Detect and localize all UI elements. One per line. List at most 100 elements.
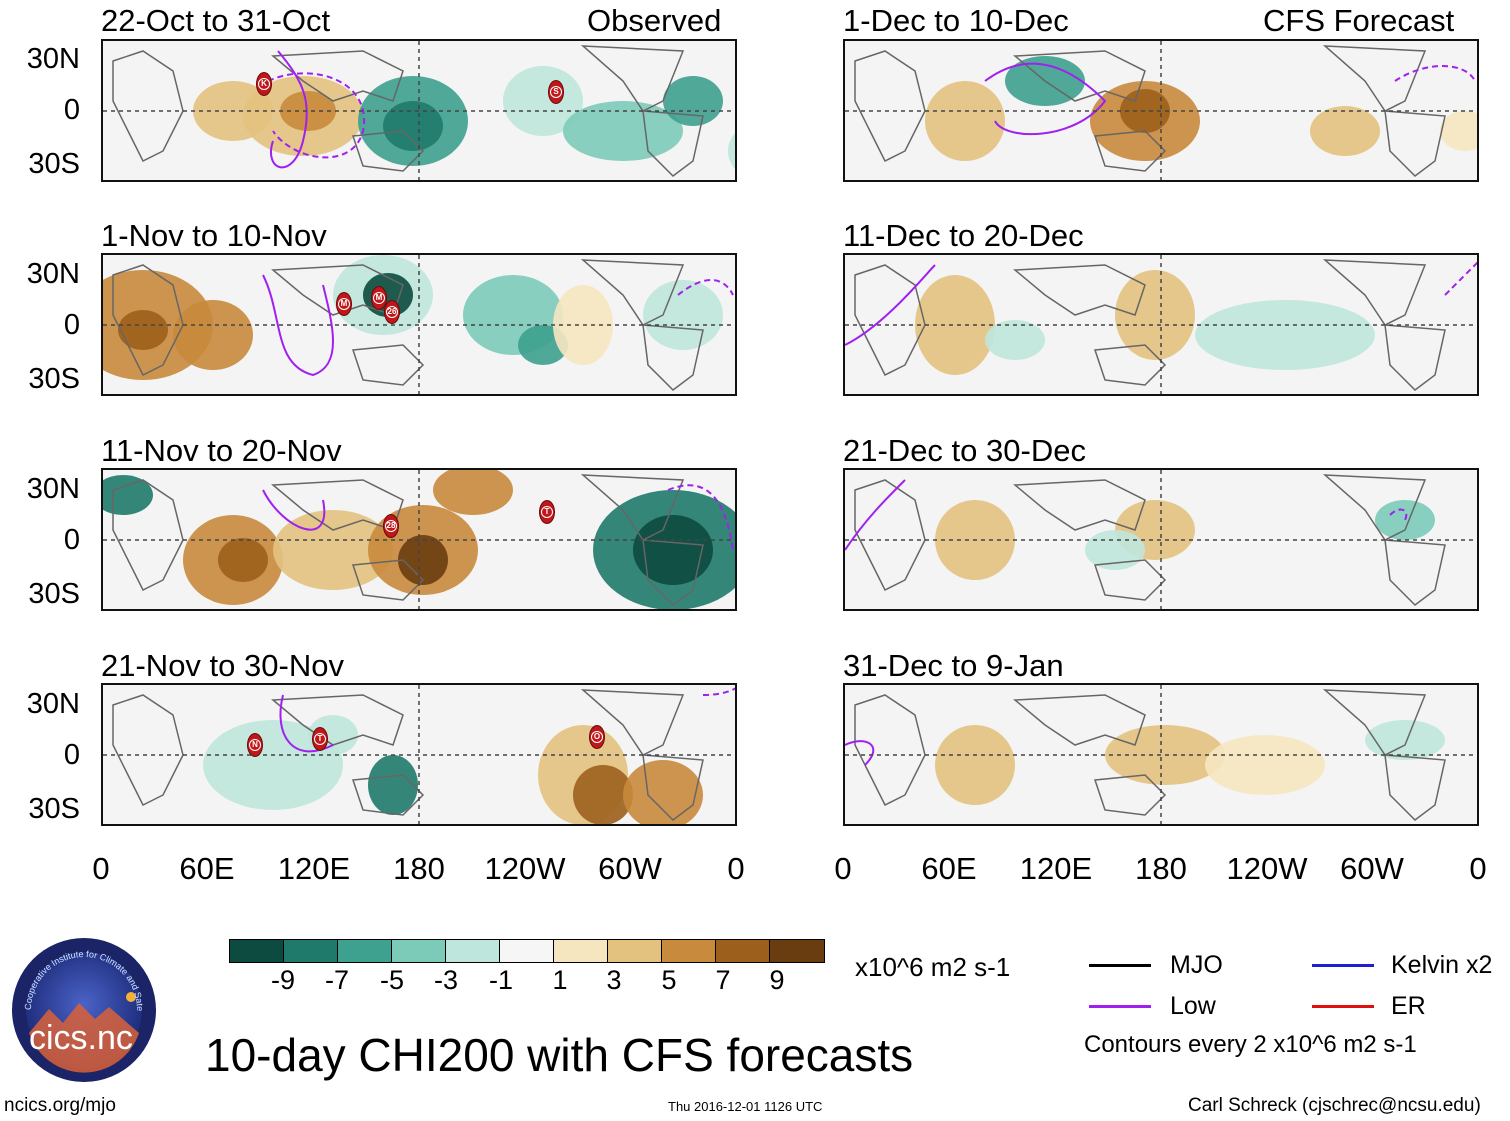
storm-label: T: [541, 506, 553, 518]
lat-label: 0: [63, 524, 80, 556]
main-title: 10-day CHI200 with CFS forecasts: [205, 1029, 914, 1081]
low-contour: [270, 50, 308, 169]
observed-label: Observed: [587, 3, 722, 38]
legend-mjo-label: MJO: [1170, 951, 1223, 979]
coastline: [271, 694, 404, 746]
anomaly-blob: [1365, 720, 1445, 760]
map-svg: [845, 685, 1477, 824]
coastline: [271, 264, 404, 316]
storm-marker: T: [539, 500, 555, 524]
coastline: [580, 45, 685, 112]
colorbar-tick: 3: [606, 965, 622, 995]
lon-label: 0: [92, 851, 110, 886]
low-contour: [1389, 508, 1408, 521]
colorbar-tick: -9: [270, 965, 295, 995]
lat-label: 30N: [26, 473, 80, 505]
colorbar-tick: 5: [661, 965, 677, 995]
footer-timestamp: Thu 2016-12-01 1126 UTC: [668, 1099, 823, 1114]
lon-label: 180: [393, 851, 445, 886]
colorbar-unit: x10^6 m2 s-1: [855, 952, 1011, 982]
panel-title-left-1: 22-Oct to 31-Oct: [101, 3, 331, 38]
lon-label: 60W: [598, 851, 662, 886]
low-contour: [1394, 65, 1476, 82]
colorbar-swatch: [770, 940, 824, 962]
anomaly-blob: [573, 765, 633, 824]
low-contour: [845, 479, 906, 551]
coastline: [1384, 110, 1446, 177]
coastline: [1013, 264, 1146, 316]
lon-label: 120W: [484, 851, 566, 886]
storm-label: 26: [386, 306, 398, 318]
low-contour: [1444, 261, 1477, 296]
anomaly-blob: [433, 470, 513, 515]
coastline: [1013, 479, 1146, 531]
colorbar-tick: -5: [379, 965, 404, 995]
storm-marker: 28: [383, 514, 399, 538]
low-contour: [262, 274, 334, 377]
forecast-label: CFS Forecast: [1263, 3, 1455, 38]
coastline: [1384, 754, 1446, 821]
footer-left-url[interactable]: ncics.org/mjo: [4, 1095, 116, 1116]
colorbar-swatch: [554, 940, 608, 962]
anomaly-blob: [633, 515, 713, 585]
colorbar-tick: 7: [715, 965, 731, 995]
storm-marker: M: [336, 292, 352, 316]
anomaly-blob: [1375, 500, 1435, 540]
storm-label: M: [338, 298, 350, 310]
panel-title-left-2: 1-Nov to 10-Nov: [101, 218, 327, 253]
anomaly-blob: [218, 538, 268, 582]
logo-text: cics.nc: [29, 1019, 133, 1057]
map-svg: [845, 470, 1477, 609]
anomaly-blob: [503, 66, 583, 136]
coastline: [580, 689, 685, 756]
lat-label: 30N: [26, 43, 80, 75]
anomaly-blob: [1440, 111, 1477, 151]
coastline: [1093, 130, 1167, 172]
lon-label: 0: [834, 851, 852, 886]
lon-label: 180: [1135, 851, 1187, 886]
footer-author: Carl Schreck (cjschrec@ncsu.edu): [1188, 1095, 1481, 1116]
map-svg: [103, 255, 735, 394]
panel-title-right-3: 21-Dec to 30-Dec: [843, 433, 1086, 468]
legend-kelvin-label: Kelvin x2: [1391, 951, 1493, 979]
map-svg: [103, 470, 735, 609]
legend-line-low: [1089, 1005, 1151, 1008]
map-panel-left-4: [101, 683, 737, 826]
anomaly-blob: [623, 760, 703, 824]
lon-label: 60E: [179, 851, 235, 886]
colorbar-tick: -1: [488, 965, 513, 995]
legend-line-mjo: [1089, 964, 1151, 967]
anomaly-blob: [280, 91, 336, 131]
storm-label: 28: [385, 520, 397, 532]
storm-marker: 26: [384, 300, 400, 324]
colorbar-tick: -7: [324, 965, 349, 995]
contour-note: Contours every 2 x10^6 m2 s-1: [1084, 1031, 1417, 1058]
anomaly-blob: [925, 81, 1005, 161]
colorbar: [229, 939, 825, 963]
storm-marker: M: [371, 286, 387, 310]
lat-label: 0: [63, 309, 80, 341]
coastline: [112, 50, 184, 163]
anomaly-blob: [383, 101, 443, 151]
anomaly-blob: [273, 510, 393, 590]
lat-label: 0: [63, 94, 80, 126]
map-svg: [103, 41, 735, 180]
lat-label: 30S: [28, 793, 80, 825]
lon-label: 60W: [1340, 851, 1404, 886]
coastline: [1013, 694, 1146, 746]
anomaly-blob: [935, 725, 1015, 805]
map-panel-left-1: [101, 39, 737, 182]
anomaly-blob: [203, 720, 343, 810]
storm-label: T: [314, 733, 326, 745]
coastline: [1322, 259, 1427, 326]
map-panel-right-2: [843, 253, 1479, 396]
anomaly-blob: [1085, 530, 1145, 570]
anomaly-blob: [173, 300, 253, 370]
coastline: [271, 479, 404, 531]
map-svg: [845, 41, 1477, 180]
coastline: [1093, 344, 1167, 386]
lat-label: 30N: [26, 258, 80, 290]
coastline: [642, 324, 704, 391]
anomaly-blob: [643, 280, 723, 350]
anomaly-blob: [368, 755, 418, 815]
